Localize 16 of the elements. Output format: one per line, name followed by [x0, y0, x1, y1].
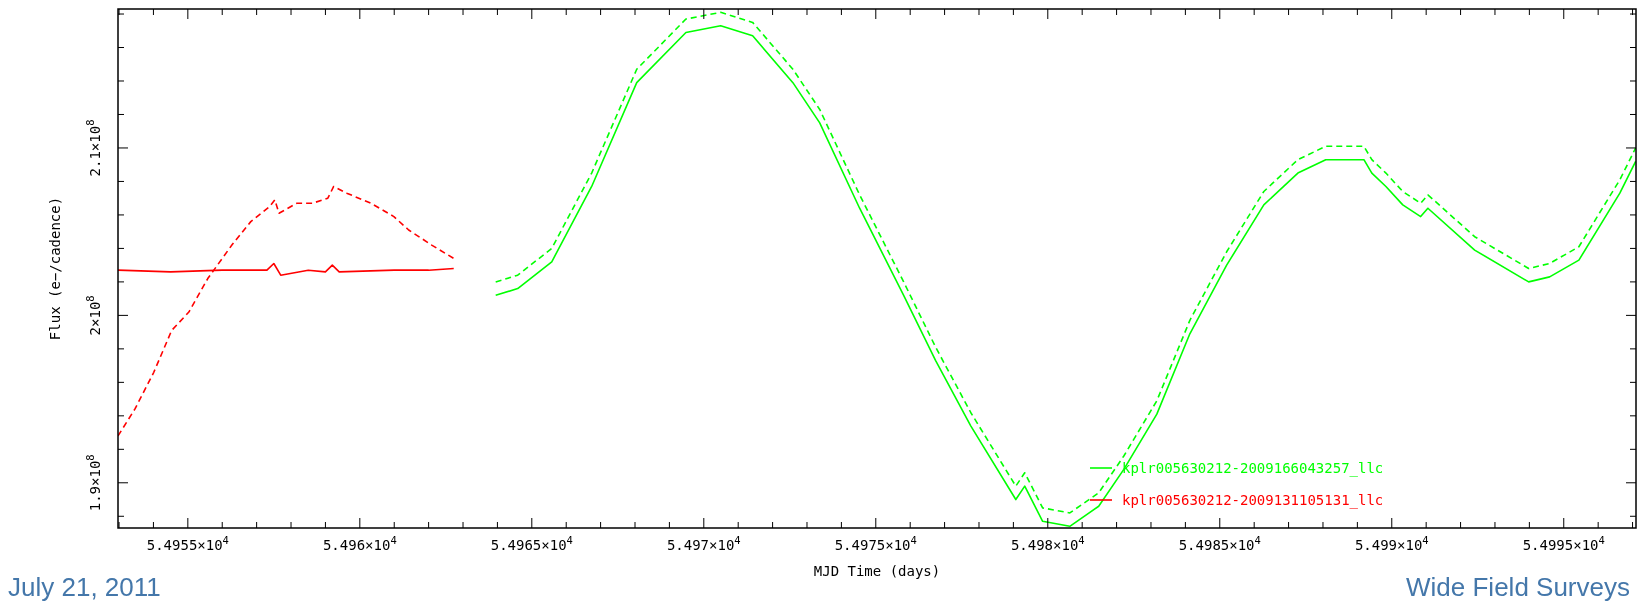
x-tick-label: 5.499×10$^{4}$ [1354, 534, 1429, 553]
line-series [118, 185, 455, 437]
text: July 21, 2011 [8, 572, 161, 602]
x-tick-label: 5.4995×10$^{4}$ [1522, 534, 1605, 553]
text: Wide Field Surveys [1406, 572, 1630, 602]
legend-label: kplr005630212-2009166043257_llc [1122, 460, 1384, 477]
x-tick-label: 5.4985×10$^{4}$ [1178, 534, 1261, 553]
y-axis-title: Flux (e−/cadence) [47, 196, 63, 341]
x-tick-label: 5.496×10$^{4}$ [322, 534, 397, 553]
x-tick-label: 5.498×10$^{4}$ [1010, 534, 1085, 553]
x-axis-title: MJD Time (days) [813, 563, 941, 579]
x-tick-label: 5.4965×10$^{4}$ [490, 534, 573, 553]
x-tick-label: 5.4975×10$^{4}$ [834, 534, 917, 553]
legend-label: kplr005630212-2009131105131_llc [1122, 492, 1384, 509]
x-tick-label: 5.497×10$^{4}$ [666, 534, 741, 553]
x-tick-label: 5.4955×10$^{4}$ [146, 534, 229, 553]
